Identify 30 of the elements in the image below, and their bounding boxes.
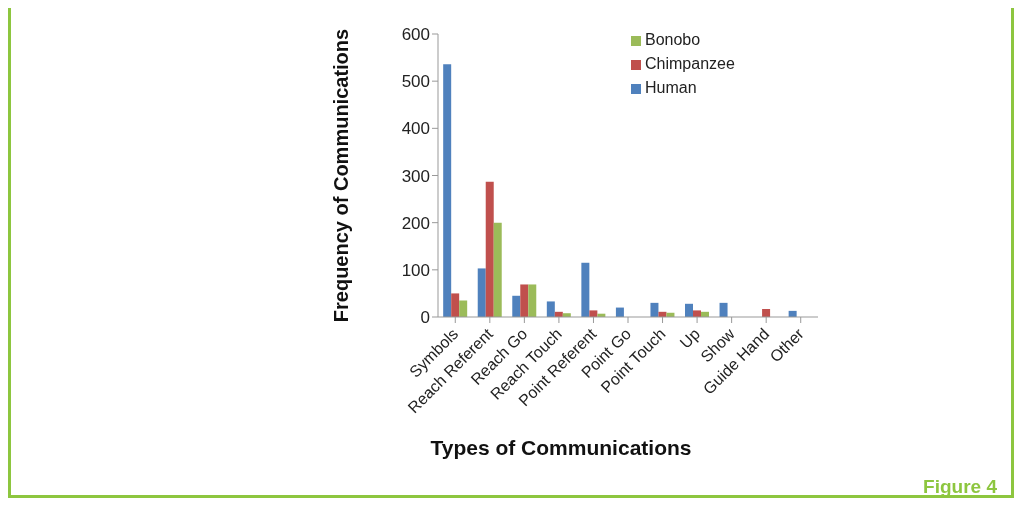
bar (512, 295, 521, 317)
bar (520, 284, 529, 317)
y-tick-label: 0 (420, 308, 430, 328)
bar (589, 310, 598, 317)
bar (493, 222, 502, 317)
bar (485, 181, 494, 317)
bar (650, 302, 659, 317)
bar (528, 284, 537, 317)
bar (719, 302, 728, 317)
y-tick-label: 200 (401, 213, 430, 233)
bar (546, 301, 555, 317)
bar (451, 293, 460, 317)
y-tick-label: 600 (401, 25, 430, 45)
legend-label: Human (645, 79, 697, 96)
bar (459, 300, 468, 317)
y-tick-label: 400 (401, 119, 430, 139)
y-axis-title: Frequency of Communications (330, 28, 353, 323)
y-tick-label: 100 (401, 260, 430, 280)
y-tick-label: 300 (401, 166, 430, 186)
caption: Figure 4 (923, 476, 997, 498)
bar (581, 262, 590, 317)
bar (477, 268, 486, 317)
y-tick-label: 500 (401, 72, 430, 92)
bar (443, 64, 452, 317)
bar (693, 310, 701, 317)
bar (685, 303, 693, 317)
x-tick-label: Up (676, 325, 704, 352)
x-axis-title: Types of Communications (429, 436, 693, 460)
legend-label: Chimpanzee (645, 55, 735, 72)
legend-label: Bonobo (645, 31, 701, 48)
